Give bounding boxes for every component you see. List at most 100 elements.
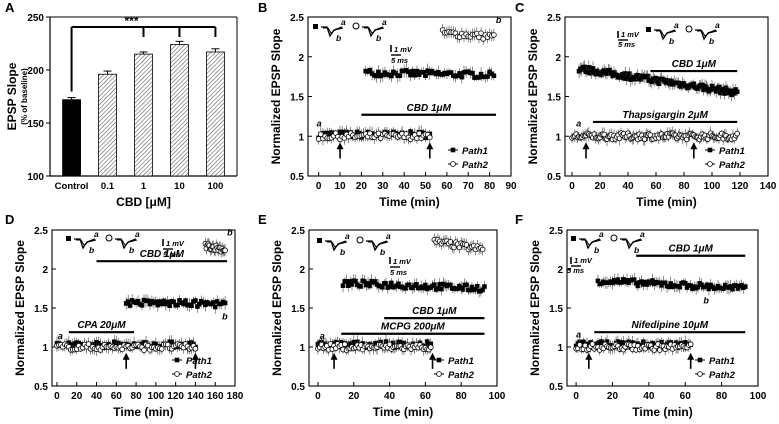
- path1-marker: [646, 27, 651, 32]
- y-tick-label: 1: [299, 343, 305, 354]
- stimulus-arrow-head: [582, 142, 590, 150]
- x-tick-label: 20: [348, 391, 360, 402]
- data-point: [414, 68, 420, 74]
- x-axis-title: Time (min): [113, 405, 173, 419]
- data-point: [589, 69, 594, 75]
- data-point: [734, 89, 740, 95]
- y-tick-label: 1: [557, 343, 563, 354]
- y-tick-label: 0.5: [291, 382, 305, 393]
- x-axis-title: Time (min): [632, 405, 692, 419]
- x-tick-label: 40: [384, 391, 396, 402]
- data-point: [344, 279, 349, 284]
- epsp-trace-icon: [323, 27, 344, 34]
- epsp-trace-icon: [327, 241, 348, 248]
- data-point: [677, 284, 683, 290]
- data-point: [367, 67, 373, 73]
- data-point: [644, 282, 650, 287]
- data-point: [639, 279, 644, 284]
- data-point: [666, 284, 672, 289]
- x-axis-title: CBD [μM]: [116, 195, 171, 209]
- data-point: [139, 303, 145, 308]
- data-point: [435, 286, 441, 291]
- panel-d: D 0.5 1 1.5 2 2.5 0 20 40 60 80 100 120 140 160 180 Norm…: [5, 212, 244, 419]
- panel-label: A: [5, 0, 15, 15]
- stimulus-arrow-head: [122, 352, 130, 360]
- legend-entry: Path1: [186, 356, 212, 367]
- data-point: [699, 82, 705, 88]
- data-point: [201, 300, 206, 305]
- data-point: [214, 299, 220, 304]
- data-point: [582, 342, 588, 349]
- epsp-trace-icon: [325, 240, 347, 252]
- data-point: [439, 286, 444, 292]
- x-tick-label: 40: [91, 391, 103, 402]
- data-point: [585, 69, 590, 75]
- data-point: [389, 280, 394, 286]
- x-tick-label: 140: [187, 391, 204, 402]
- data-point: [604, 71, 610, 76]
- trace-label: b: [594, 245, 599, 255]
- x-tick-label: 80: [131, 391, 143, 402]
- y-axis-title: Normalized EPSP Slope: [13, 240, 27, 376]
- epsp-trace-icon: [579, 238, 601, 250]
- y-axis-title: Normalized EPSP Slope: [269, 28, 283, 164]
- trace-label: b: [129, 245, 134, 255]
- data-point: [645, 73, 650, 79]
- data-point: [455, 286, 460, 292]
- y-tick-label: 2.5: [291, 226, 305, 237]
- epsp-trace-icon: [581, 239, 602, 246]
- data-point: [448, 70, 454, 75]
- data-point: [716, 84, 722, 90]
- data-point: [649, 79, 655, 85]
- x-tick-label: 80: [716, 391, 728, 402]
- treatment-label: MCPG 200μM: [381, 322, 445, 333]
- data-point: [193, 298, 198, 303]
- x-tick-label: 40: [622, 181, 634, 192]
- data-point: [203, 302, 208, 308]
- path1-marker: [66, 236, 71, 241]
- data-point: [427, 344, 434, 351]
- y-tick-label: 0.5: [34, 382, 48, 393]
- stimulus-arrow-head: [191, 352, 199, 360]
- data-point: [423, 73, 428, 78]
- data-point: [349, 282, 355, 287]
- y-tick-label: 100: [27, 172, 44, 183]
- y-tick-label: 1: [555, 132, 561, 143]
- data-point: [648, 280, 653, 286]
- data-point: [171, 299, 176, 305]
- data-point: [709, 83, 715, 89]
- treatment-label: CBD 1μM: [669, 244, 714, 255]
- data-point: [662, 280, 668, 286]
- x-tick-label: 20: [71, 391, 83, 402]
- x-tick-label: 20: [594, 181, 606, 192]
- data-point: [192, 345, 199, 352]
- trace-label: a: [674, 20, 679, 30]
- data-point: [346, 283, 351, 289]
- data-point: [635, 283, 641, 289]
- epsp-trace-icon: [321, 26, 343, 38]
- trace-label: a: [386, 231, 391, 241]
- data-point: [396, 281, 401, 287]
- bar: [134, 53, 153, 177]
- data-point: [175, 302, 180, 308]
- epsp-trace-icon: [656, 30, 677, 37]
- data-point: [621, 75, 627, 81]
- data-point: [447, 239, 454, 245]
- data-point: [697, 371, 703, 377]
- x-tick-label: 120: [732, 181, 749, 192]
- data-point: [85, 341, 92, 347]
- y-tick-label: 0.5: [547, 172, 561, 183]
- treatment-label: CBD 1μM: [672, 59, 717, 70]
- data-point: [347, 279, 353, 284]
- data-point: [650, 278, 655, 283]
- data-point: [222, 300, 228, 306]
- x-tick-label: 80: [484, 181, 496, 192]
- data-point: [704, 282, 710, 288]
- epsp-trace-icon: [364, 27, 385, 34]
- data-point: [589, 341, 596, 347]
- data-point: [426, 134, 433, 141]
- data-point: [197, 301, 202, 307]
- epsp-trace-icon: [695, 29, 717, 41]
- stimulus-arrow-head: [429, 352, 437, 360]
- x-tick-label: 70: [463, 181, 475, 192]
